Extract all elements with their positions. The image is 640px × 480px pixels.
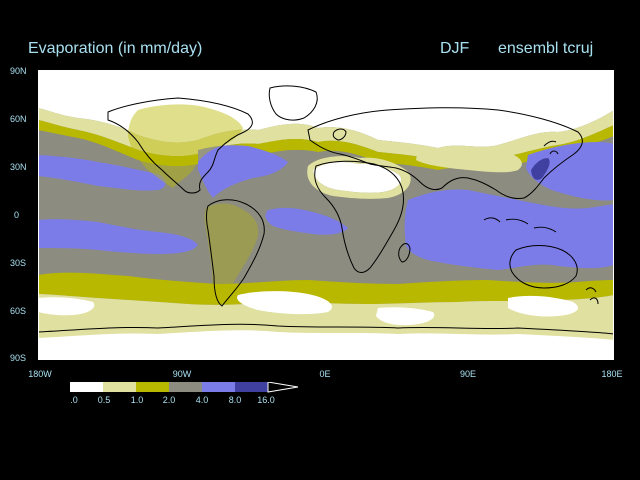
legend-label-1: 0.5 (97, 395, 111, 405)
region-blue-n-pacific-e (38, 155, 166, 191)
region-white-north (38, 70, 614, 148)
legend-swatch-1 (103, 382, 136, 392)
y-tick-0: 0 (14, 210, 20, 220)
region-land-south-america (204, 203, 259, 302)
legend-label-6: 16.0 (257, 395, 275, 405)
region-blue-kuroshio (526, 142, 614, 201)
coast-uk (332, 128, 347, 141)
coastlines (38, 85, 614, 335)
region-antarctica (38, 330, 614, 360)
coast-antarctica (38, 323, 614, 335)
region-white-south-2 (237, 291, 332, 315)
region-blue-s-pacific (38, 219, 198, 254)
region-sahara (313, 162, 402, 193)
x-tick-180w: 180W (28, 369, 52, 379)
region-lightyellow-south (38, 294, 614, 345)
x-tick-180e: 180E (601, 369, 623, 379)
region-land-north-america (128, 104, 243, 188)
figure-title: Evaporation (in mm/day) (28, 40, 203, 57)
region-asia-dry (416, 147, 522, 173)
region-lightyellow-north (38, 108, 614, 160)
x-tick-0e: 0E (319, 369, 331, 379)
coast-madagascar (398, 243, 411, 263)
y-tick-60n: 60N (10, 114, 27, 124)
coast-greenland (268, 85, 318, 121)
legend-swatch-2 (136, 382, 169, 392)
region-olive-north (38, 120, 614, 170)
season-label: DJF (440, 40, 470, 57)
legend-label-2: 1.0 (130, 395, 144, 405)
legend-label-3: 2.0 (162, 395, 176, 405)
region-olive-south (38, 272, 614, 305)
region-deepblue-kuroshio (531, 158, 550, 180)
legend-swatch-0 (70, 382, 103, 392)
region-blue-s-atlantic (265, 207, 348, 235)
region-white-south-4 (508, 295, 578, 317)
color-legend (70, 382, 299, 393)
dataset-label: ensembl tcruj (498, 40, 594, 57)
x-tick-90e: 90E (459, 369, 477, 379)
coast-japan (543, 140, 559, 155)
x-tick-90w: 90W (172, 369, 192, 379)
y-tick-90n: 90N (10, 66, 27, 76)
y-tick-90s: 90S (10, 353, 27, 363)
map-frame (38, 70, 614, 360)
coast-australia (509, 245, 578, 289)
legend-arrow (267, 382, 299, 393)
y-tick-30s: 30S (10, 258, 27, 268)
region-white-south-1 (38, 297, 95, 316)
coast-north-america (107, 97, 253, 194)
legend-label-5: 8.0 (228, 395, 242, 405)
legend-swatch-4 (202, 382, 235, 392)
evaporation-map (38, 70, 614, 360)
legend-swatch-5 (235, 382, 268, 392)
legend-label-4: 4.0 (195, 395, 209, 405)
coast-africa (314, 160, 405, 273)
coast-south-america (206, 199, 265, 307)
legend-swatch-3 (169, 382, 202, 392)
coast-indonesia (483, 217, 557, 233)
region-white-south-3 (376, 307, 435, 326)
coast-new-zealand (585, 287, 599, 305)
legend-label-0: .0 (70, 395, 78, 405)
y-tick-30n: 30N (10, 162, 27, 172)
y-tick-60s: 60S (10, 306, 27, 316)
region-blue-n-atlantic (198, 145, 288, 198)
